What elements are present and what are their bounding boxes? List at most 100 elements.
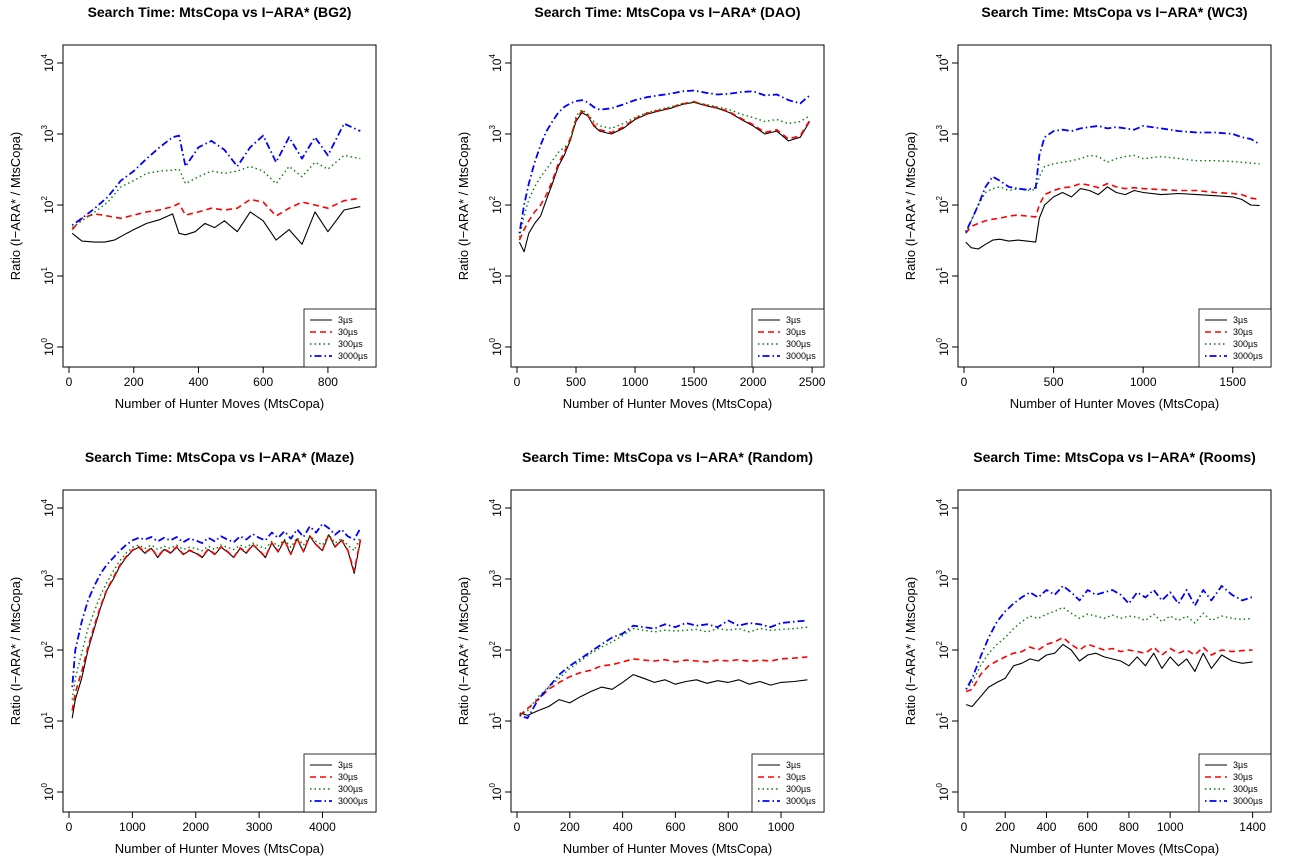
y-tick-label: 104 [40, 499, 56, 517]
y-tick-label: 104 [40, 54, 56, 72]
y-tick-exponent: 4 [935, 499, 944, 504]
x-axis-label: Number of Hunter Moves (MtsCopa) [115, 841, 325, 856]
y-tick-label: 100 [488, 783, 504, 801]
x-tick-label: 0 [961, 820, 968, 834]
x-tick-label: 1500 [681, 375, 708, 389]
series-line-3000us [71, 522, 362, 688]
y-tick-exponent: 4 [488, 499, 497, 504]
y-tick-base: 10 [42, 58, 56, 72]
y-tick-base: 10 [490, 645, 504, 659]
y-tick-label: 102 [40, 196, 56, 214]
y-tick-label: 104 [935, 499, 951, 517]
series-line-300us [518, 101, 811, 238]
x-axis-label: Number of Hunter Moves (MtsCopa) [563, 396, 773, 411]
y-tick-label: 103 [935, 125, 951, 143]
chart-panel-1: Search Time: MtsCopa vs I−ARA* (BG2) 0 200… [8, 4, 377, 411]
y-tick-exponent: 2 [40, 641, 49, 646]
x-tick-label: 2000 [740, 375, 767, 389]
x-tick-label: 800 [718, 820, 738, 834]
plot-frame [62, 489, 377, 813]
legend-label: 30µs [338, 772, 358, 782]
legend-box [1198, 308, 1272, 368]
legend-label: 300µs [786, 784, 811, 794]
legend-label: 3µs [1233, 760, 1248, 770]
legend-label: 300µs [338, 339, 363, 349]
x-tick-label: 400 [613, 820, 633, 834]
x-tick-label: 1000 [768, 820, 795, 834]
y-tick-label: 102 [40, 641, 56, 659]
y-tick-exponent: 3 [40, 125, 49, 130]
legend-label: 3000µs [786, 796, 816, 806]
x-tick-label: 2000 [182, 820, 209, 834]
x-tick-label: 0 [66, 820, 73, 834]
chart-title: Search Time: MtsCopa vs I−ARA* (DAO) [534, 4, 800, 20]
y-tick-label: 102 [488, 196, 504, 214]
y-tick-base: 10 [42, 342, 56, 356]
series-line-3000us [518, 89, 811, 234]
y-tick-exponent: 0 [935, 783, 944, 788]
plot-frame [957, 44, 1272, 368]
y-tick-exponent: 4 [935, 54, 944, 59]
y-tick-exponent: 3 [488, 125, 497, 130]
series-line-30us [518, 100, 811, 241]
series-line-3000us [965, 585, 1253, 690]
x-tick-label: 600 [253, 375, 273, 389]
series-line-3us [965, 643, 1253, 708]
y-tick-base: 10 [937, 574, 951, 588]
legend-label: 3µs [338, 315, 353, 325]
legend-label: 30µs [786, 327, 806, 337]
y-tick-base: 10 [42, 200, 56, 214]
x-tick-label: 1400 [1239, 820, 1266, 834]
y-tick-label: 103 [935, 570, 951, 588]
chart-panel-3: Search Time: MtsCopa vs I−ARA* (WC3) 0 500… [903, 4, 1272, 411]
y-tick-base: 10 [937, 129, 951, 143]
legend-label: 300µs [786, 339, 811, 349]
legend-label: 3000µs [1233, 351, 1263, 361]
plot-frame [510, 44, 825, 368]
chart-panel-2: Search Time: MtsCopa vs I−ARA* (DAO) 0 500… [456, 4, 826, 411]
y-tick-label: 104 [488, 54, 504, 72]
chart-panel-5: Search Time: MtsCopa vs I−ARA* (Random) 0… [456, 449, 825, 856]
series-line-3us [518, 101, 811, 253]
x-tick-label: 600 [665, 820, 685, 834]
x-tick-label: 1000 [1130, 375, 1157, 389]
x-axis-label: Number of Hunter Moves (MtsCopa) [1010, 841, 1220, 856]
legend-box [751, 308, 825, 368]
y-tick-label: 104 [488, 499, 504, 517]
y-tick-exponent: 2 [488, 196, 497, 201]
y-tick-base: 10 [937, 716, 951, 730]
y-tick-base: 10 [937, 503, 951, 517]
y-axis-label: Ratio (I−ARA* / MtsCopa) [903, 577, 918, 725]
legend: 3µs 30µs 300µs 3000µs [1198, 753, 1272, 813]
x-tick-label: 1000 [119, 820, 146, 834]
x-axis-label: Number of Hunter Moves (MtsCopa) [563, 841, 773, 856]
y-tick-base: 10 [42, 574, 56, 588]
series-line-30us [71, 533, 362, 711]
y-tick-label: 103 [488, 570, 504, 588]
legend-label: 300µs [1233, 784, 1258, 794]
legend-label: 3000µs [338, 351, 368, 361]
chart-title: Search Time: MtsCopa vs I−ARA* (Random) [522, 449, 813, 465]
legend-label: 30µs [786, 772, 806, 782]
series-line-3000us [519, 619, 808, 719]
y-tick-exponent: 0 [488, 338, 497, 343]
series-line-300us [71, 154, 361, 229]
y-tick-exponent: 0 [488, 783, 497, 788]
y-tick-exponent: 4 [488, 54, 497, 59]
series-line-30us [71, 197, 361, 231]
y-tick-exponent: 1 [40, 267, 49, 272]
x-tick-label: 800 [1119, 820, 1139, 834]
series-line-3us [519, 674, 808, 716]
y-tick-label: 101 [40, 267, 56, 285]
legend-label: 30µs [1233, 772, 1253, 782]
series-line-3000us [71, 122, 361, 226]
chart-title: Search Time: MtsCopa vs I−ARA* (Maze) [85, 449, 354, 465]
y-axis-label: Ratio (I−ARA* / MtsCopa) [8, 577, 23, 725]
y-tick-base: 10 [490, 200, 504, 214]
y-tick-exponent: 2 [488, 641, 497, 646]
y-axis-label: Ratio (I−ARA* / MtsCopa) [456, 577, 471, 725]
y-tick-exponent: 2 [935, 641, 944, 646]
series-line-3000us [964, 125, 1261, 233]
y-tick-exponent: 0 [40, 338, 49, 343]
y-tick-exponent: 4 [40, 499, 49, 504]
